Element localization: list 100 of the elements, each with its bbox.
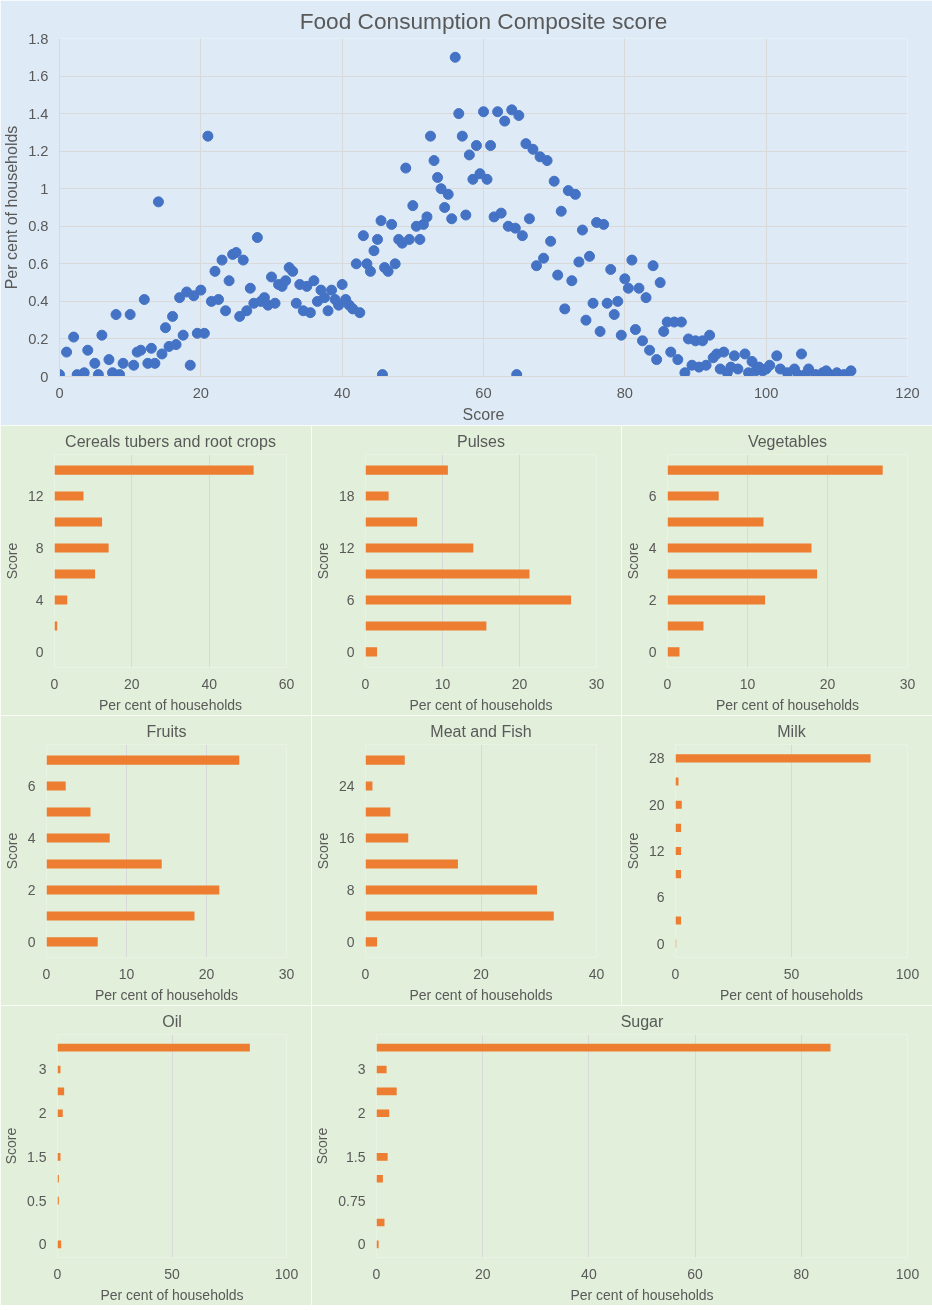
bar <box>365 517 418 527</box>
x-tick-label: 40 <box>334 384 351 401</box>
x-axis-title: Per cent of households <box>100 1286 244 1303</box>
bar <box>46 911 195 921</box>
y-tick-label: 3 <box>38 1061 47 1078</box>
bar <box>376 1174 383 1183</box>
bar <box>46 755 240 765</box>
x-tick-label: 20 <box>473 965 489 982</box>
x-tick-label: 20 <box>819 675 836 692</box>
y-tick-label: 0 <box>346 933 355 950</box>
y-tick-label: 6 <box>648 488 657 505</box>
x-axis-title: Per cent of households <box>719 986 864 1003</box>
x-tick-label: 100 <box>274 1265 299 1282</box>
y-tick-label: 12 <box>648 843 665 859</box>
y-tick-label: 24 <box>338 778 355 795</box>
x-axis-title: Per cent of households <box>409 696 553 713</box>
bar <box>365 569 530 579</box>
x-tick-label: 0 <box>372 1265 381 1282</box>
bar <box>667 491 719 501</box>
bar <box>46 807 91 817</box>
bar <box>365 465 448 475</box>
x-tick-label: 80 <box>793 1265 810 1282</box>
x-tick-label: 20 <box>511 675 528 692</box>
y-tick-label: 0.2 <box>28 330 49 347</box>
y-axis-title: Score <box>314 832 331 870</box>
y-tick-label: 0.6 <box>28 255 49 272</box>
y-tick-label: 0.8 <box>28 218 49 235</box>
chart-title: Fruits <box>146 722 187 740</box>
y-tick-label: 12 <box>27 488 44 505</box>
bar <box>667 465 883 475</box>
x-tick-label: 20 <box>474 1265 491 1282</box>
x-tick-label: 60 <box>278 675 295 692</box>
bar <box>54 595 68 605</box>
y-tick-label: 4 <box>35 591 44 608</box>
bar <box>365 647 378 657</box>
y-axis-title: Score <box>3 1127 20 1165</box>
y-tick-label: 2 <box>27 881 36 898</box>
x-tick-label: 60 <box>687 1265 704 1282</box>
bar <box>54 517 103 527</box>
y-tick-label: 1.4 <box>28 105 49 122</box>
x-tick-label: 30 <box>278 965 295 982</box>
bar <box>54 491 84 501</box>
x-tick-label: 80 <box>616 384 633 401</box>
chart-title: Milk <box>777 722 807 740</box>
bar <box>365 491 389 501</box>
y-axis-title: Score <box>314 1127 331 1165</box>
bar <box>46 885 220 895</box>
bar <box>667 543 812 553</box>
bar <box>365 885 538 895</box>
bar <box>376 1065 387 1074</box>
bar <box>376 1087 397 1096</box>
y-tick-label: 0 <box>27 933 36 950</box>
bar <box>376 1153 388 1161</box>
bar <box>365 807 391 817</box>
y-tick-label: 0 <box>35 643 44 660</box>
x-tick-label: 40 <box>581 1265 597 1282</box>
bar <box>46 833 110 843</box>
bar <box>376 1109 390 1118</box>
y-tick-label: 6 <box>656 889 665 906</box>
x-axis-title: Per cent of households <box>715 696 860 713</box>
y-tick-label: 18 <box>338 488 355 505</box>
y-tick-label: 1 <box>40 180 49 197</box>
x-tick-label: 100 <box>753 384 779 401</box>
y-tick-label: 0 <box>648 643 657 660</box>
bar <box>365 937 378 947</box>
x-tick-label: 10 <box>118 965 135 982</box>
bar <box>675 777 679 786</box>
bar <box>365 755 405 765</box>
y-axis-title: Score <box>314 542 331 580</box>
y-tick-label: 0 <box>40 368 49 385</box>
chart-title: Vegetables <box>747 432 828 450</box>
y-tick-label: 20 <box>648 796 665 813</box>
bar <box>365 543 474 553</box>
y-tick-label: 0.5 <box>27 1192 47 1209</box>
bar <box>46 859 162 869</box>
y-tick-label: 1.5 <box>346 1148 366 1165</box>
x-tick-label: 100 <box>895 965 920 982</box>
x-axis-title: Per cent of households <box>570 1286 714 1303</box>
x-tick-label: 0 <box>55 384 64 401</box>
y-tick-label: 2 <box>38 1105 47 1122</box>
chart-title: Food Consumption Composite score <box>299 7 668 34</box>
bar <box>365 859 458 869</box>
bar <box>54 465 254 475</box>
y-tick-label: 4 <box>648 540 657 557</box>
x-tick-label: 10 <box>434 675 451 692</box>
chart-title: Meat and Fish <box>430 722 532 740</box>
bar <box>667 621 704 631</box>
bar <box>46 781 66 791</box>
y-axis-title: Per cent of households <box>3 125 21 290</box>
bar <box>667 569 818 579</box>
x-axis-title: Per cent of households <box>98 696 243 713</box>
chart-title: Sugar <box>620 1012 665 1030</box>
x-tick-label: 40 <box>201 675 218 692</box>
x-tick-label: 40 <box>588 965 605 982</box>
y-tick-label: 0 <box>38 1236 47 1253</box>
x-tick-label: 10 <box>739 675 756 692</box>
x-tick-label: 20 <box>192 384 209 401</box>
x-tick-label: 60 <box>475 384 492 401</box>
x-tick-label: 20 <box>124 675 140 692</box>
bar <box>57 1043 250 1052</box>
